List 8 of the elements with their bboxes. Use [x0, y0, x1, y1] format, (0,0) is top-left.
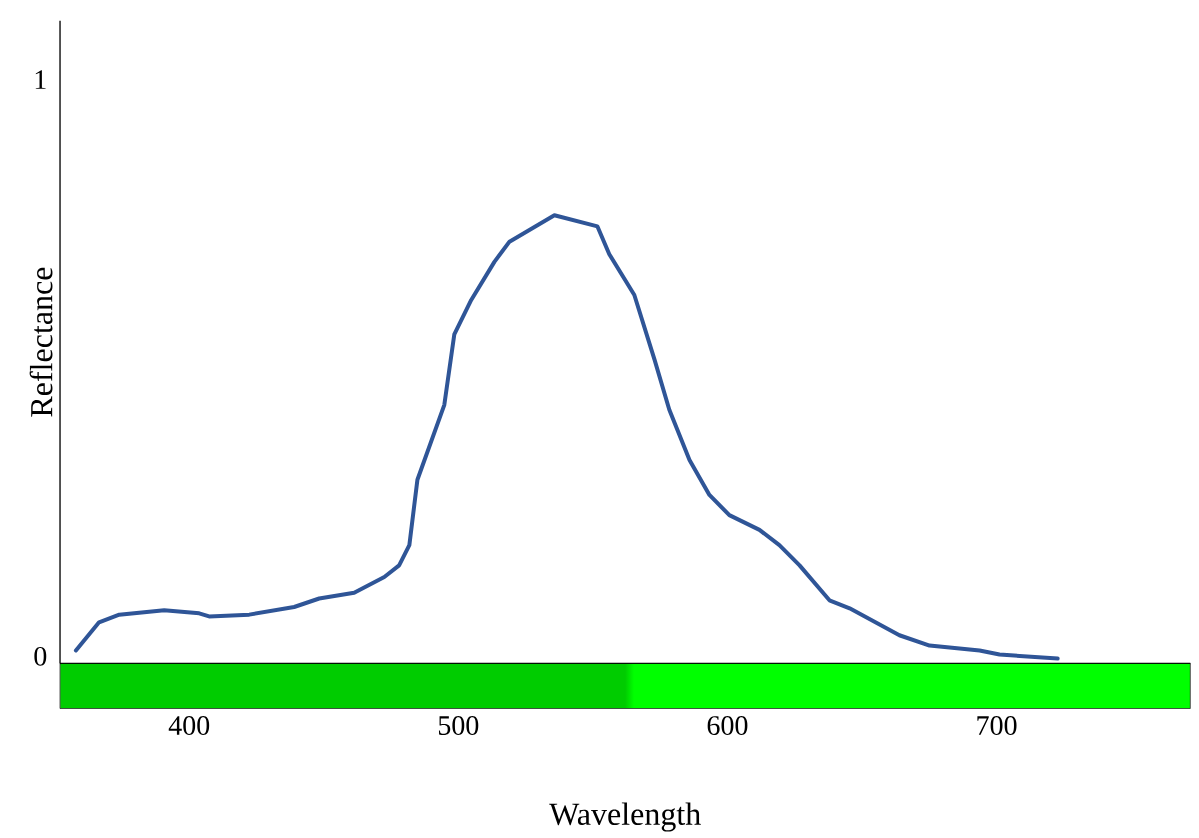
text: 1 [35, 70, 46, 90]
x-tick-label: 400 [168, 716, 210, 736]
x-axis-title: Wavelength [549, 802, 701, 832]
y-axis-title: Reflectance [29, 267, 53, 417]
text: 0 [34, 647, 47, 666]
x-tick-label: 600 [707, 716, 748, 736]
x-tick-label: 500 [438, 716, 479, 736]
x-tick-label: 700 [977, 716, 1017, 736]
